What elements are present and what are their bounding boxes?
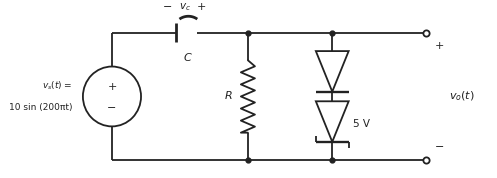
Text: +: +: [434, 41, 444, 51]
Text: 10 sin (200πt): 10 sin (200πt): [8, 103, 72, 112]
Text: +: +: [107, 82, 117, 92]
Text: +: +: [197, 2, 207, 12]
Text: $v_o(t)$: $v_o(t)$: [449, 90, 475, 103]
Text: −: −: [434, 142, 444, 152]
Text: −: −: [107, 103, 117, 112]
Text: C: C: [183, 53, 191, 63]
Text: $v_s(t) =$: $v_s(t) =$: [42, 80, 72, 92]
Text: 5 V: 5 V: [353, 119, 370, 129]
Text: $v_c$: $v_c$: [178, 1, 191, 13]
Text: −: −: [163, 2, 172, 12]
Text: R: R: [225, 91, 233, 101]
